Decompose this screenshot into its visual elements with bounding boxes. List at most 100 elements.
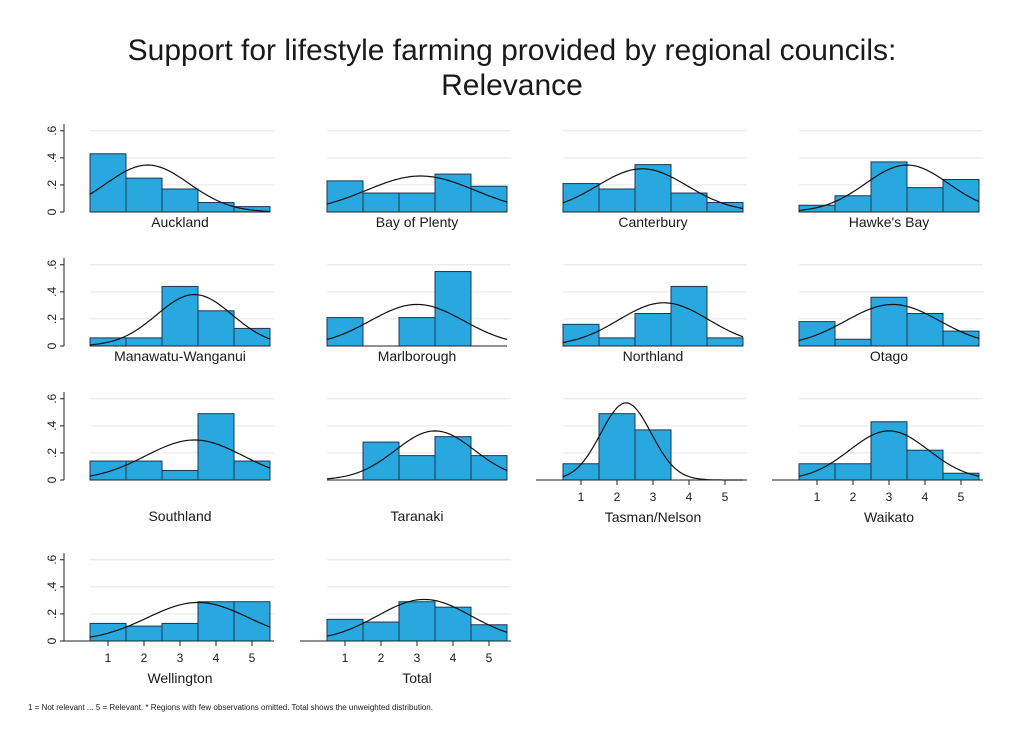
y-tick-label: .6 <box>45 125 59 135</box>
x-tick-label: 4 <box>922 490 929 504</box>
density-curve <box>798 164 980 211</box>
panel-manawatu-wanganui: 0 .2 .4 .6 Manawatu-Wanganui <box>45 258 274 364</box>
panel-label: Bay of Plenty <box>376 214 459 230</box>
panel-label: Total <box>402 670 432 686</box>
bar <box>598 188 636 213</box>
x-tick-label: 5 <box>722 490 729 504</box>
x-tick-label: 2 <box>378 651 385 665</box>
panel-label: Southland <box>148 508 211 524</box>
bar <box>942 472 980 481</box>
y-tick-label: .4 <box>45 287 59 297</box>
chart-title-line-2: Relevance <box>441 69 583 102</box>
bar <box>197 413 235 481</box>
density-curve <box>89 601 271 638</box>
panel-waikato: 1 2 3 4 5 Waikato <box>772 398 983 525</box>
y-tick-label: .4 <box>45 421 59 431</box>
x-tick-label: 2 <box>850 490 857 504</box>
y-tick-label: .2 <box>45 609 59 619</box>
bar <box>398 601 436 642</box>
bar <box>434 436 472 481</box>
bar <box>906 313 944 347</box>
panel-northland: Northland <box>562 264 747 364</box>
bar <box>562 323 600 347</box>
panel-label: Manawatu-Wanganui <box>114 348 246 364</box>
bar <box>834 463 872 481</box>
bar <box>434 173 472 213</box>
bar <box>89 622 127 642</box>
x-tick-label: 3 <box>177 651 184 665</box>
x-tick-label: 3 <box>886 490 893 504</box>
bar <box>942 330 980 347</box>
bar <box>161 470 199 481</box>
bar <box>125 625 163 642</box>
chart-title-line-1: Support for lifestyle farming provided b… <box>128 34 897 67</box>
x-tick-label: 3 <box>414 651 421 665</box>
x-tick-label: 2 <box>141 651 148 665</box>
bar <box>470 185 508 213</box>
bar <box>326 618 364 642</box>
density-curve <box>326 430 508 480</box>
bar <box>326 317 364 347</box>
panel-southland: 0 .2 .4 .6 Southland <box>45 392 274 524</box>
density-curve <box>798 430 980 477</box>
y-tick-label: 0 <box>45 637 59 644</box>
bar <box>161 188 199 213</box>
panel-grid: 0 .2 .4 .6 Auckland Bay of Plenty Canterbury Ha… <box>45 124 983 686</box>
y-tick-label: .6 <box>45 393 59 403</box>
panel-label: Otago <box>870 348 908 364</box>
bar <box>125 177 163 213</box>
bar <box>197 310 235 347</box>
bar <box>470 624 508 642</box>
y-tick-label: .2 <box>45 448 59 458</box>
chart-note: 1 = Not relevant ... 5 = Relevant. * Reg… <box>28 703 433 712</box>
bar <box>670 192 708 213</box>
bar <box>870 161 908 213</box>
density-curve <box>326 598 508 637</box>
panel-total: 1 2 3 4 5 Total <box>300 559 511 686</box>
panel-canterbury: Canterbury <box>562 130 747 230</box>
bar <box>598 337 636 347</box>
y-tick-label: .2 <box>45 180 59 190</box>
panel-auckland: 0 .2 .4 .6 Auckland <box>45 124 274 230</box>
x-tick-label: 3 <box>650 490 657 504</box>
density-curve <box>562 168 744 210</box>
x-tick-label: 1 <box>578 490 585 504</box>
density-curve <box>89 439 271 477</box>
x-tick-label: 5 <box>249 651 256 665</box>
panel-taranaki: Taranaki <box>326 398 511 524</box>
bar <box>197 601 235 642</box>
panel-label: Northland <box>623 348 684 364</box>
density-curve <box>326 175 508 205</box>
panel-wellington: 0 .2 .4 .6 1 2 3 4 5 Wellington <box>45 553 274 686</box>
bar <box>161 285 199 347</box>
bar <box>398 192 436 213</box>
bar <box>398 317 436 347</box>
y-tick-label: 0 <box>45 476 59 483</box>
panel-label: Hawke's Bay <box>849 214 929 230</box>
bar <box>89 460 127 481</box>
bar <box>326 180 364 213</box>
density-curve <box>798 303 980 341</box>
bar <box>197 202 235 213</box>
bar <box>634 164 672 213</box>
panel-marlborough: Marlborough <box>326 264 511 364</box>
y-tick-label: .2 <box>45 314 59 324</box>
bar <box>798 463 836 481</box>
y-tick-label: .6 <box>45 259 59 269</box>
panel-label: Tasman/Nelson <box>605 509 702 525</box>
bar <box>706 337 744 347</box>
bar <box>834 338 872 347</box>
bar <box>161 622 199 642</box>
bar <box>598 413 636 481</box>
panel-tasman-nelson: 1 2 3 4 5 Tasman/Nelson <box>536 398 747 525</box>
x-tick-label: 1 <box>342 651 349 665</box>
bar <box>233 601 271 642</box>
y-tick-label: 0 <box>45 342 59 349</box>
bar <box>362 621 400 642</box>
bar <box>942 179 980 213</box>
y-tick-label: .4 <box>45 582 59 592</box>
y-tick-label: .4 <box>45 153 59 163</box>
bar <box>125 460 163 481</box>
panel-label: Waikato <box>864 509 914 525</box>
panel-label: Auckland <box>151 214 209 230</box>
